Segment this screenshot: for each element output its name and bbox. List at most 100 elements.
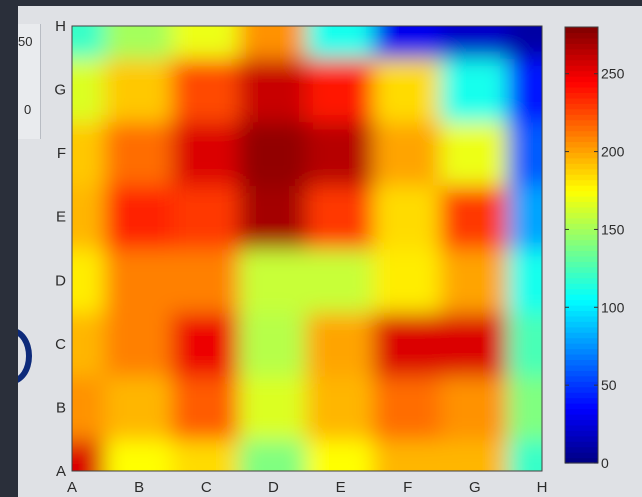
colorbar-segment (565, 304, 598, 311)
colorbar-segment (565, 326, 598, 333)
heat-cell-EH (306, 26, 376, 59)
heat-cell-AF (72, 120, 107, 186)
colorbar-segment (565, 70, 598, 77)
heat-cell-HA (507, 438, 542, 471)
heat-cell-FB (373, 374, 443, 441)
heat-cell-BB (104, 374, 174, 441)
heat-cell-AH (72, 26, 107, 59)
colorbar-segment (565, 381, 598, 388)
colorbar-segment (565, 261, 598, 268)
heat-cell-EG (306, 56, 376, 123)
heatmap-blur-group (72, 26, 542, 471)
colorbar-segment (565, 114, 598, 121)
colorbar-segment (565, 435, 598, 442)
heat-cell-AG (72, 56, 107, 123)
heat-cell-GB (440, 374, 510, 441)
colorbar-segment (565, 430, 598, 437)
colorbar-segment (565, 146, 598, 153)
colorbar-segment (565, 152, 598, 159)
heat-cell-DF (238, 120, 308, 186)
heat-cell-EA (306, 438, 376, 471)
colorbar-segment (565, 255, 598, 262)
left-panel-tick-label: 50 (18, 34, 33, 49)
colorbar-segment (565, 364, 598, 371)
colorbar-segment (565, 392, 598, 399)
colorbar-segment (565, 354, 598, 361)
heat-cell-DD (238, 247, 308, 314)
x-tick-label: H (537, 479, 548, 496)
heat-cell-HD (507, 247, 542, 314)
y-tick-label: F (57, 145, 66, 162)
heat-cell-BG (104, 56, 174, 123)
x-tick-label: B (134, 479, 144, 496)
heat-cell-HH (507, 26, 542, 59)
heat-cell-DG (238, 56, 308, 123)
heat-cell-FG (373, 56, 443, 123)
colorbar-segment (565, 212, 598, 219)
heat-cell-DE (238, 183, 308, 250)
colorbar-segment (565, 283, 598, 290)
heat-cell-EE (306, 183, 376, 250)
heat-cell-GG (440, 56, 510, 123)
heat-cell-EF (306, 120, 376, 186)
colorbar-segment (565, 136, 598, 143)
colorbar-segment (565, 59, 598, 66)
colorbar-segment (565, 168, 598, 175)
colorbar-segment (565, 179, 598, 186)
colorbar: 0 50 100 150 200 250 (564, 26, 625, 471)
colorbar-segment (565, 97, 598, 104)
heat-cell-CB (171, 374, 241, 441)
colorbar-segment (565, 299, 598, 306)
heat-cell-BE (104, 183, 174, 250)
colorbar-segment (565, 32, 598, 39)
colorbar-segment (565, 217, 598, 224)
colorbar-segment (565, 239, 598, 246)
colorbar-segment (565, 452, 598, 459)
colorbar-segment (565, 370, 598, 377)
colorbar-segment (565, 48, 598, 55)
colorbar-segment (565, 37, 598, 44)
colorbar-segment (565, 92, 598, 99)
heat-cell-DB (238, 374, 308, 441)
heat-cell-CC (171, 311, 241, 377)
y-tick-label: G (54, 82, 66, 99)
heat-cell-FF (373, 120, 443, 186)
colorbar-segment (565, 81, 598, 88)
colorbar-tick-label: 250 (601, 66, 625, 82)
heat-cell-DC (238, 311, 308, 377)
colorbar-segment (565, 86, 598, 93)
colorbar-segment (565, 163, 598, 170)
colorbar-tick-label: 0 (601, 455, 609, 471)
heat-cell-HC (507, 311, 542, 377)
heat-cell-BF (104, 120, 174, 186)
heat-cell-CE (171, 183, 241, 250)
heat-cell-FE (373, 183, 443, 250)
colorbar-segment (565, 310, 598, 317)
left-panel-tick-label: 0 (24, 102, 32, 117)
colorbar-segment (565, 359, 598, 366)
colorbar-segment (565, 125, 598, 132)
colorbar-segment (565, 343, 598, 350)
colorbar-segment (565, 27, 598, 34)
colorbar-segment (565, 103, 598, 110)
colorbar-segment (565, 223, 598, 230)
colorbar-segment (565, 195, 598, 202)
heat-cell-GE (440, 183, 510, 250)
heat-cell-AA (72, 438, 107, 471)
heat-cell-HF (507, 120, 542, 186)
colorbar-segment (565, 228, 598, 235)
colorbar-segment (565, 130, 598, 137)
heat-cell-FH (373, 26, 443, 59)
heat-cell-FD (373, 247, 443, 314)
colorbar-segment (565, 288, 598, 295)
x-tick-label: A (67, 479, 77, 496)
heat-cell-GA (440, 438, 510, 471)
heat-cell-GH (440, 26, 510, 59)
heat-cell-CG (171, 56, 241, 123)
x-tick-label: D (268, 479, 279, 496)
colorbar-tick-label: 200 (601, 144, 625, 160)
colorbar-segment (565, 174, 598, 181)
colorbar-segment (565, 250, 598, 257)
colorbar-segment (565, 403, 598, 410)
heat-cell-AD (72, 247, 107, 314)
